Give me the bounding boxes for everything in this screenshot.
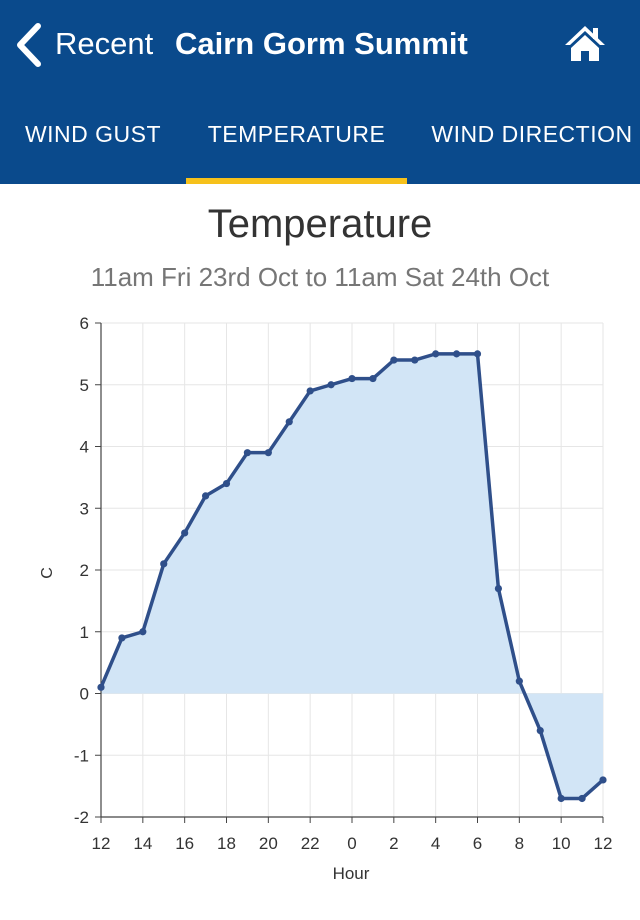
data-point: [97, 683, 105, 691]
x-tick-label: 22: [301, 834, 320, 853]
data-point: [222, 479, 231, 488]
data-point: [432, 350, 440, 358]
x-tick-label: 14: [133, 834, 152, 853]
y-tick-label: 2: [80, 561, 89, 580]
data-point: [411, 356, 419, 364]
tab-bar: WIND GUST TEMPERATURE WIND DIRECTION: [0, 90, 640, 184]
data-point: [536, 726, 544, 735]
y-tick-label: 5: [80, 376, 89, 395]
x-tick-label: 0: [347, 834, 356, 853]
data-point: [473, 350, 482, 358]
tab-temperature[interactable]: TEMPERATURE: [207, 121, 386, 147]
data-point: [306, 387, 314, 395]
y-tick-label: -1: [74, 746, 89, 765]
data-point: [494, 584, 503, 593]
x-tick-label: 20: [259, 834, 278, 853]
app-header: Recent Cairn Gorm Summit WIND GUST TEMPE…: [0, 0, 640, 184]
data-point: [327, 381, 335, 389]
chevron-left-icon[interactable]: [14, 22, 44, 68]
x-tick-label: 6: [473, 834, 482, 853]
data-point: [201, 492, 210, 500]
tab-wind-direction[interactable]: WIND DIRECTION: [431, 121, 633, 147]
top-bar: Recent Cairn Gorm Summit: [0, 0, 640, 90]
data-point: [390, 356, 398, 364]
y-tick-label: -2: [74, 808, 89, 827]
chart-title: Temperature: [207, 202, 433, 246]
data-point: [452, 350, 461, 358]
y-tick-label: 6: [80, 314, 89, 333]
data-point: [118, 634, 126, 642]
page-title: Cairn Gorm Summit: [175, 26, 468, 61]
x-axis-label: Hour: [333, 864, 370, 883]
chart-subtitle: 11am Fri 23rd Oct to 11am Sat 24th Oct: [90, 262, 550, 292]
active-tab-indicator: [186, 178, 407, 184]
home-icon[interactable]: [564, 24, 606, 62]
data-point: [369, 374, 377, 383]
data-point: [285, 418, 293, 426]
data-point: [515, 677, 523, 685]
x-tick-label: 12: [92, 834, 111, 853]
back-button[interactable]: Recent: [55, 26, 154, 61]
data-point: [599, 776, 607, 784]
x-tick-label: 10: [552, 834, 571, 853]
temperature-area: [101, 353, 603, 799]
x-tick-label: 12: [594, 834, 613, 853]
y-tick-label: 1: [80, 623, 89, 642]
data-point: [160, 560, 168, 568]
x-tick-label: 4: [431, 834, 440, 853]
x-tick-label: 16: [175, 834, 194, 853]
data-point: [578, 794, 586, 803]
y-tick-label: 4: [80, 438, 89, 457]
data-point: [264, 449, 272, 457]
data-point: [557, 794, 565, 803]
tab-wind-gust[interactable]: WIND GUST: [24, 121, 162, 147]
x-tick-label: 2: [389, 834, 398, 853]
data-point: [243, 449, 252, 457]
x-tick-label: 8: [515, 834, 524, 853]
y-tick-label: 0: [80, 685, 89, 704]
data-point: [139, 628, 147, 636]
x-tick-label: 18: [217, 834, 236, 853]
data-point: [181, 529, 189, 537]
data-point: [348, 374, 356, 383]
y-axis-label: C: [39, 567, 56, 579]
y-tick-label: 3: [80, 499, 89, 518]
